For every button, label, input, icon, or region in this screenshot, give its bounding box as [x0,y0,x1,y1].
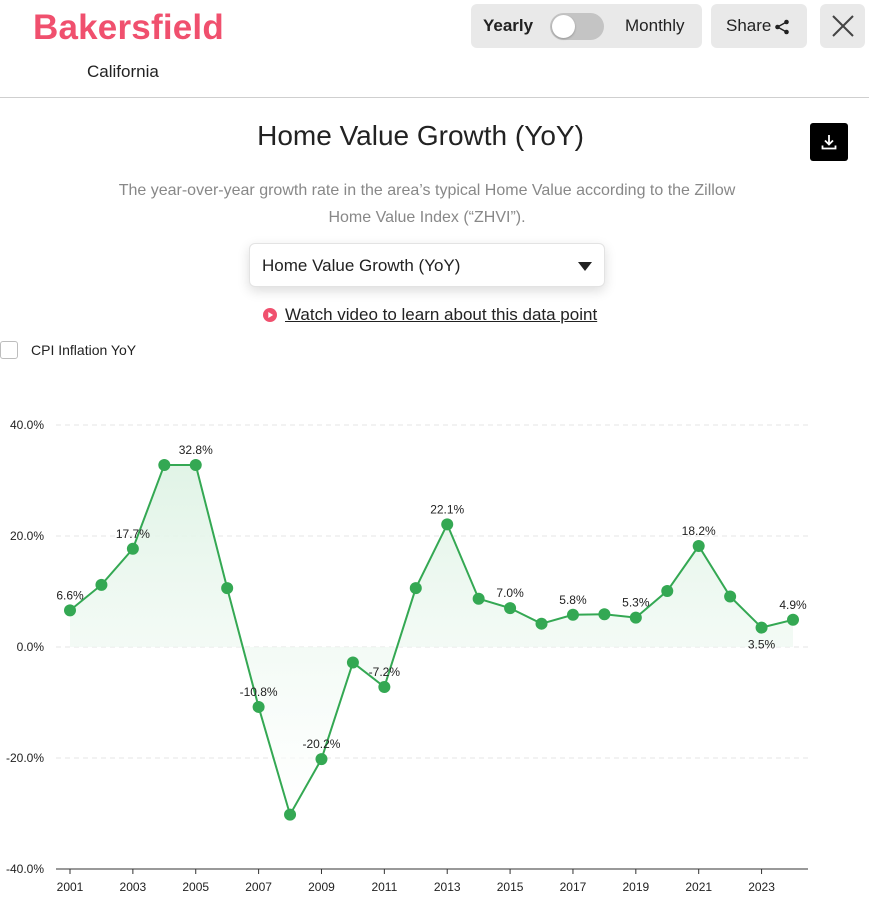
toggle-monthly-label[interactable]: Monthly [625,16,685,35]
x-tick-label: 2007 [245,880,272,894]
data-point [284,808,297,821]
x-tick-label: 2017 [560,880,587,894]
data-point [755,621,768,634]
data-point [126,542,139,555]
x-axis-labels: 2001 2003 2005 2007 2009 2011 2013 2015 2017 2019… [57,880,776,894]
download-button[interactable] [810,123,848,161]
y-tick-label: -40.0% [6,862,44,876]
state-name: California [87,62,159,81]
toggle-knob [552,15,575,38]
caret-down-icon [578,262,592,271]
cpi-inflation-checkbox[interactable] [0,341,18,359]
app-header: Bakersfield California Yearly Monthly Sh… [0,0,869,98]
watch-video-label: Watch video to learn about this data poi… [285,305,598,324]
data-point [95,578,108,591]
data-label: 5.8% [559,593,587,607]
growth-line-chart: 40.0%20.0%0.0%-20.0%-40.0% 2001 2003 2005 2… [6,418,808,894]
x-tick-label: 2003 [120,880,147,894]
x-tick-label: 2021 [685,880,712,894]
data-point [724,590,737,603]
data-labels: 6.6% 17.7% 32.8% -10.8% -20.2% -7.2% 22.1% 7.0%… [56,443,807,751]
area-fill [70,464,793,815]
period-toggle[interactable]: Yearly Monthly [471,4,702,48]
data-label: -7.2% [369,665,401,679]
y-tick-label: 20.0% [10,529,44,543]
x-tick-label: 2011 [371,880,397,894]
data-point [252,700,265,713]
data-point [504,602,517,615]
x-axis [56,868,808,874]
data-point [472,592,485,605]
close-icon [832,15,854,37]
share-button[interactable]: Share [711,4,807,48]
y-tick-label: 40.0% [10,418,44,432]
close-button[interactable] [820,4,865,48]
metric-dropdown[interactable]: Home Value Growth (YoY) [249,243,605,287]
x-tick-label: 2015 [497,880,524,894]
y-tick-label: 0.0% [17,640,45,654]
data-point [409,582,422,595]
data-label: 4.9% [779,598,807,612]
data-label: 22.1% [430,502,464,516]
data-points [64,458,799,821]
data-label: 5.3% [622,596,650,610]
data-label: -10.8% [240,685,278,699]
data-point [189,458,202,471]
data-label: 32.8% [179,443,213,457]
data-point [535,617,548,630]
x-tick-label: 2009 [308,880,335,894]
toggle-yearly-label[interactable]: Yearly [483,16,534,35]
share-icon [775,19,789,35]
y-tick-label: -20.0% [6,751,44,765]
x-tick-label: 2001 [57,880,84,894]
x-tick-label: 2013 [434,880,461,894]
data-label: -20.2% [302,737,340,751]
chart-title: Home Value Growth (YoY) [257,120,584,151]
data-label: 17.7% [116,527,150,541]
data-point [598,608,611,621]
data-point [692,539,705,552]
data-point [346,656,359,669]
data-label: 18.2% [682,524,716,538]
data-point [378,680,391,693]
data-label: 3.5% [748,638,776,652]
x-tick-label: 2023 [748,880,775,894]
download-icon [821,135,837,150]
metric-dropdown-value: Home Value Growth (YoY) [262,256,461,275]
x-tick-label: 2019 [622,880,649,894]
y-axis-labels: 40.0% 20.0% 0.0% -20.0% -40.0% [6,418,44,876]
cpi-inflation-label: CPI Inflation YoY [31,342,137,358]
data-point [158,458,171,471]
data-point [441,518,454,531]
x-tick-label: 2005 [182,880,209,894]
data-point [629,611,642,624]
share-label: Share [726,16,772,35]
data-point [661,584,674,597]
data-label: 6.6% [56,588,84,602]
data-point [566,608,579,621]
data-point [315,753,328,766]
toggle-switch[interactable] [550,13,604,40]
data-point [787,613,799,626]
city-name: Bakersfield [33,8,224,47]
data-point [64,604,76,617]
chart-description: The year-over-year growth rate in the ar… [118,182,736,226]
series-area [70,464,793,815]
data-point [221,582,234,595]
data-label: 7.0% [496,586,524,600]
play-circle-icon [263,308,277,322]
